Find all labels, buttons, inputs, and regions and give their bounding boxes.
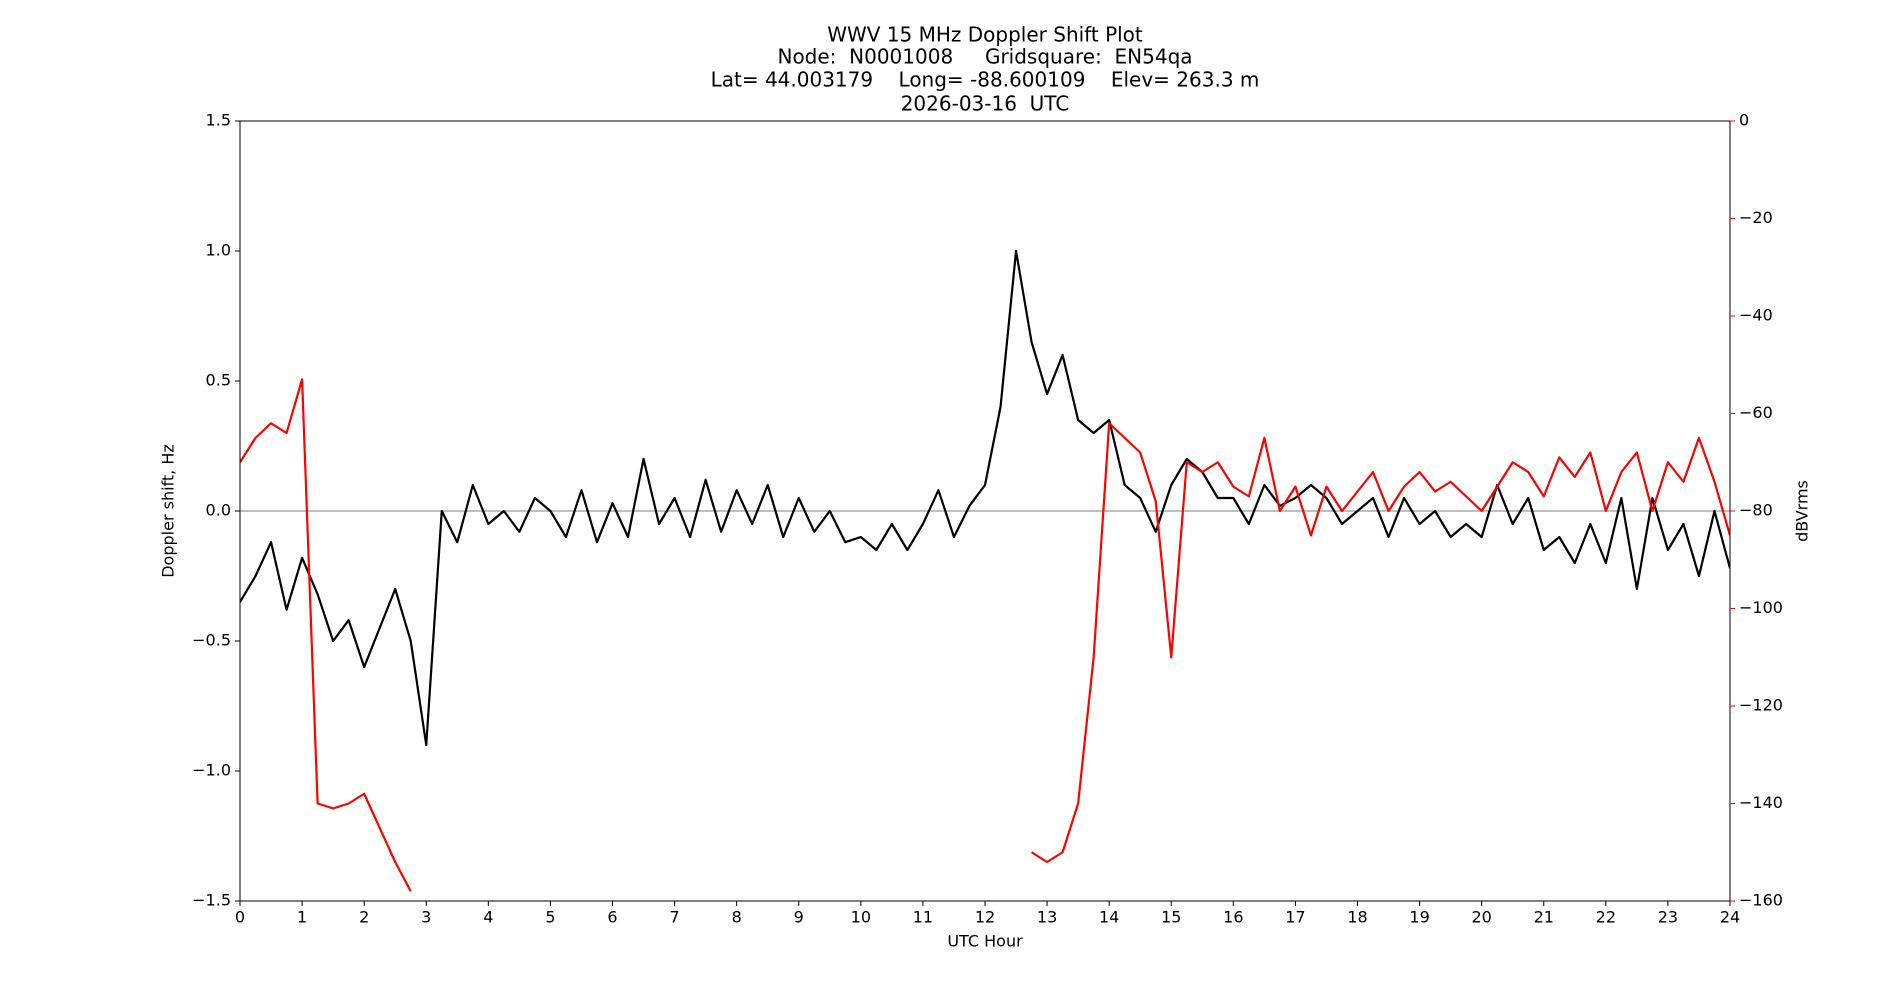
x-tick-label: 0	[235, 908, 245, 927]
x-tick-label: 16	[1223, 908, 1243, 927]
x-tick-label: 9	[794, 908, 804, 927]
line-series	[240, 249, 1730, 747]
y2-tick-label: −100	[1739, 598, 1783, 617]
x-tick-label: 12	[975, 908, 995, 927]
x-tick-label: 6	[607, 908, 617, 927]
y2-tick-label: −140	[1739, 793, 1783, 812]
x-tick-label: 20	[1471, 908, 1491, 927]
x-tick-label: 24	[1720, 908, 1740, 927]
x-tick-label: 14	[1099, 908, 1119, 927]
chart-title: WWV 15 MHz Doppler Shift Plot	[827, 23, 1143, 47]
y2-axis-label: dBVrms	[1793, 480, 1812, 542]
chart-subtitle: Lat= 44.003179 Long= -88.600109 Elev= 26…	[711, 68, 1260, 92]
y-tick-label: 0.0	[206, 501, 231, 520]
x-tick-label: 21	[1534, 908, 1554, 927]
y-tick-label: −1.0	[192, 761, 231, 780]
y2-tick-label: −160	[1739, 891, 1783, 910]
y2-tick-label: −80	[1739, 501, 1773, 520]
plot-area	[240, 249, 1730, 892]
x-tick-label: 22	[1596, 908, 1616, 927]
y2-tick-label: −60	[1739, 403, 1773, 422]
x-tick-label: 11	[913, 908, 933, 927]
x-tick-label: 23	[1658, 908, 1678, 927]
y-tick-label: 1.5	[206, 111, 231, 130]
x-tick-label: 3	[421, 908, 431, 927]
chart-subtitle: Node: N0001008 Gridsquare: EN54qa	[777, 45, 1192, 69]
x-tick-label: 5	[545, 908, 555, 927]
y2-tick-label: −20	[1739, 208, 1773, 227]
x-tick-label: 2	[359, 908, 369, 927]
x-axis-label: UTC Hour	[947, 932, 1023, 951]
x-tick-label: 4	[483, 908, 493, 927]
x-tick-label: 1	[297, 908, 307, 927]
chart-subtitle: 2026-03-16 UTC	[901, 92, 1070, 116]
y-tick-label: 0.5	[206, 371, 231, 390]
x-tick-label: 18	[1347, 908, 1367, 927]
y2-tick-label: 0	[1739, 111, 1749, 130]
x-tick-label: 10	[851, 908, 871, 927]
y-axis-label: Doppler shift, Hz	[159, 444, 178, 578]
x-tick-label: 19	[1409, 908, 1429, 927]
y2-tick-label: −120	[1739, 696, 1783, 715]
y-tick-label: −0.5	[192, 631, 231, 650]
y-tick-label: 1.0	[206, 241, 231, 260]
y-tick-label: −1.5	[192, 891, 231, 910]
x-tick-label: 7	[669, 908, 679, 927]
x-tick-label: 8	[732, 908, 742, 927]
line-series	[240, 378, 1730, 892]
y2-tick-label: −40	[1739, 306, 1773, 325]
x-tick-label: 13	[1037, 908, 1057, 927]
x-tick-label: 15	[1161, 908, 1181, 927]
x-tick-label: 17	[1285, 908, 1305, 927]
